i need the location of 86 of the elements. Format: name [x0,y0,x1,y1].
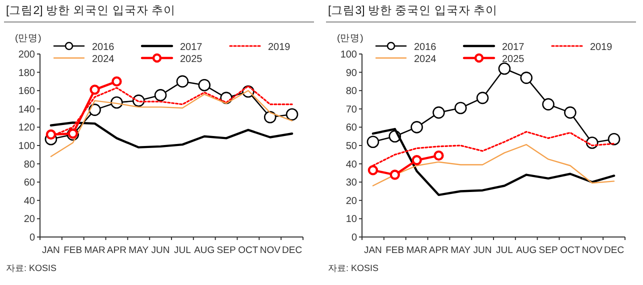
x-tick-label: MAR [84,245,106,256]
y-tick-label: 10 [346,214,358,226]
point [176,75,189,88]
y-tick-label: 40 [24,196,36,207]
y-tick-label: 60 [24,178,36,189]
y-tick-label: 60 [346,122,358,134]
point [154,89,167,102]
point [286,108,298,121]
x-tick-label: NOV [260,245,282,256]
legend-label: 2024 [92,54,115,65]
x-tick-label: JUN [151,245,170,256]
x-tick-label: OCT [238,245,258,256]
point [432,106,445,119]
point [520,72,533,84]
point [410,121,423,134]
x-tick-label: FEB [386,245,404,256]
y-tick-label: 0 [29,232,36,244]
y-tick-label: 140 [18,104,36,116]
chart-title: [그림3] 방한 중국인 입국자 추이 [328,5,498,17]
x-tick-label: JAN [42,245,60,256]
y-tick-label: 20 [346,196,358,207]
x-tick-label: JUN [473,245,492,256]
x-tick-label: AUG [194,245,215,256]
legend-label: 2025 [502,54,525,65]
point [412,155,422,166]
y-tick-label: 50 [346,141,358,152]
y-tick-label: 120 [18,122,36,134]
y-tick-label: 70 [346,104,358,116]
point [366,136,380,148]
point [368,165,378,176]
x-tick-label: MAY [128,245,150,256]
legend-label: 2016 [414,42,437,53]
point [608,132,620,146]
x-tick-label: FEB [64,245,82,256]
point [88,104,101,116]
point [434,150,444,161]
legend-label: 2019 [590,42,613,53]
point [90,84,100,95]
y-tick-label: 160 [18,86,36,98]
y-tick-label: 0 [351,232,358,244]
x-tick-label: DEC [282,245,302,256]
point [476,92,489,104]
y-tick-label: 180 [18,68,36,79]
x-tick-label: MAY [450,245,472,256]
y-tick-label: 80 [24,159,36,170]
text: 자료: KOSIS [328,263,379,273]
legend-label: 2017 [502,42,525,53]
x-tick-label: NOV [582,245,604,256]
x-tick-label: APR [428,245,449,256]
line-series [372,144,615,186]
y-tick-label: 100 [18,141,36,152]
legend-label: 2025 [180,54,203,65]
chart-title: [그림2] 방한 외국인 입국자 추이 [6,5,176,17]
point [542,98,554,110]
legend-label: 2019 [268,42,291,53]
point [564,106,576,119]
point [198,78,211,92]
y-tick-label: 200 [18,50,36,60]
legend-label: 2024 [414,54,437,65]
x-tick-label: SEP [216,245,236,256]
x-tick-label: APR [106,245,127,256]
x-tick-label: JUL [174,245,191,256]
point [498,62,511,75]
y-axis-title: (만명) [337,33,364,44]
y-tick-label: 90 [346,68,358,79]
x-tick-label: JUL [496,245,513,256]
y-tick-label: 20 [24,214,36,226]
point [454,102,467,114]
x-tick-label: DEC [604,245,624,256]
point [390,170,400,180]
point [112,76,122,87]
point [46,129,56,140]
y-axis-title: (만명) [15,33,42,44]
y-tick-label: 100 [340,50,358,60]
point [264,110,276,124]
y-tick-label: 80 [346,86,358,98]
x-tick-label: OCT [560,245,580,256]
y-tick-label: 30 [346,178,358,189]
x-tick-label: SEP [538,245,558,256]
text: 자료: KOSIS [6,263,57,273]
x-tick-label: MAR [406,245,428,256]
x-tick-label: AUG [516,245,537,256]
y-tick-label: 40 [346,159,358,170]
x-tick-label: JAN [364,245,382,256]
legend-label: 2017 [180,42,203,53]
legend-label: 2016 [92,42,115,53]
